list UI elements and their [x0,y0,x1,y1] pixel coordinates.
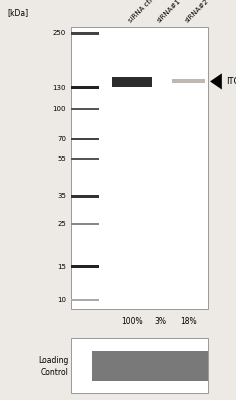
Bar [112,77,152,82]
Bar [71,223,99,225]
Bar [71,138,99,140]
Bar [71,265,99,268]
Text: 18%: 18% [181,317,197,326]
Bar [71,32,99,34]
Text: siRNA#1: siRNA#1 [156,0,182,24]
Bar [71,299,99,301]
Bar [71,195,99,198]
Text: 70: 70 [57,136,66,142]
Bar [112,82,152,87]
Text: siRNA#2: siRNA#2 [185,0,211,24]
Text: 130: 130 [53,84,66,90]
Text: 100: 100 [53,106,66,112]
Bar [71,158,99,160]
Text: [kDa]: [kDa] [7,8,28,17]
Text: 15: 15 [57,264,66,270]
Text: siRNA ctrl: siRNA ctrl [128,0,156,24]
Text: 250: 250 [53,30,66,36]
Bar [71,27,208,309]
Bar [172,80,205,83]
Text: ITGA5: ITGA5 [227,77,236,86]
Bar [71,86,99,89]
Text: 55: 55 [57,156,66,162]
Bar [71,338,208,393]
Text: 10: 10 [57,297,66,303]
Bar [92,350,208,381]
Bar [71,108,99,110]
Polygon shape [210,73,222,90]
Text: 3%: 3% [155,317,166,326]
Text: 100%: 100% [121,317,143,326]
Text: 25: 25 [57,221,66,227]
Text: Loading
Control: Loading Control [38,356,68,377]
Text: 35: 35 [57,193,66,199]
